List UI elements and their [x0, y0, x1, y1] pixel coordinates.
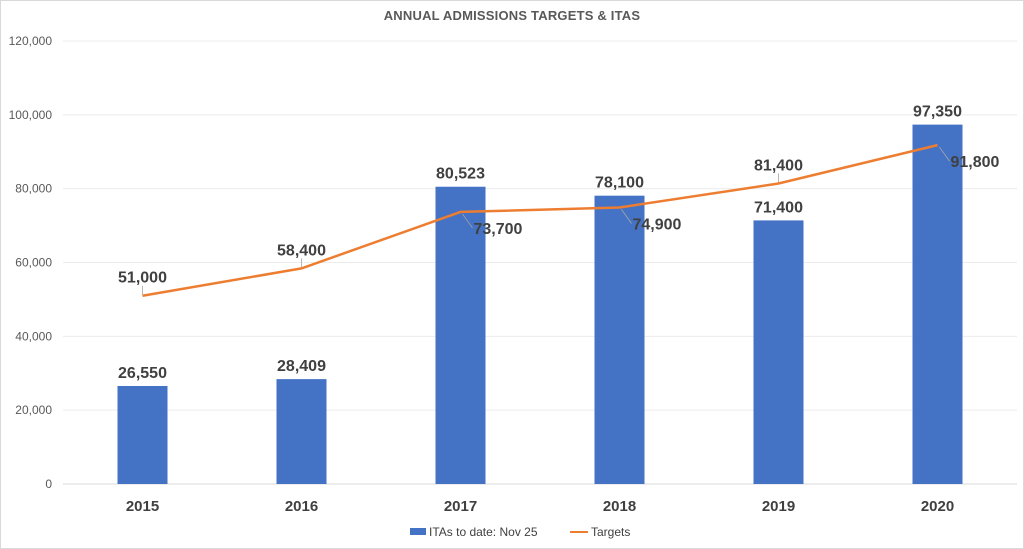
bar-data-label: 26,550 [118, 365, 167, 382]
y-axis: 0 20,000 40,000 60,000 80,000 100,000 120,000 [9, 34, 53, 491]
leader-line [939, 146, 950, 162]
y-tick-label: 0 [45, 477, 52, 491]
gridlines [63, 40, 1017, 485]
bar [753, 220, 804, 485]
x-tick-label: 2017 [444, 498, 477, 515]
line-data-label: 81,400 [754, 157, 803, 174]
bar-series [117, 124, 963, 485]
x-tick-label: 2019 [762, 498, 795, 515]
legend-label-targets: Targets [591, 525, 630, 539]
y-tick-label: 120,000 [9, 34, 53, 48]
legend-swatch-itas [410, 528, 426, 535]
x-tick-label: 2020 [921, 498, 954, 515]
x-tick-label: 2016 [285, 498, 318, 515]
x-tick-label: 2015 [126, 498, 159, 515]
line-data-label: 91,800 [951, 154, 1000, 171]
data-labels: 26,550 28,409 80,523 78,100 71,400 97,350 51,0… [118, 104, 1000, 382]
legend[interactable]: ITAs to date: Nov 25 Targets [410, 525, 630, 539]
x-axis: 2015 2016 2017 2018 2019 2020 [126, 498, 954, 515]
line-data-label: 73,700 [474, 221, 523, 238]
legend-label-itas: ITAs to date: Nov 25 [429, 525, 538, 539]
bar [594, 195, 645, 484]
bar-data-label: 97,350 [913, 104, 962, 121]
bar [117, 385, 168, 484]
bar [276, 379, 327, 484]
x-tick-label: 2018 [603, 498, 636, 515]
leader-line [462, 213, 473, 229]
y-tick-label: 20,000 [15, 403, 52, 417]
line-data-label: 51,000 [118, 270, 167, 287]
leader-line [621, 209, 632, 224]
line-series [142, 143, 938, 297]
bar-data-label: 78,100 [595, 175, 644, 192]
bar-data-label: 71,400 [754, 199, 803, 216]
y-tick-label: 80,000 [15, 182, 52, 196]
target-line [142, 143, 938, 297]
bar [435, 186, 486, 484]
line-data-label: 74,900 [633, 216, 682, 233]
y-tick-label: 40,000 [15, 329, 52, 343]
y-tick-label: 60,000 [15, 256, 52, 270]
bar [912, 124, 963, 485]
leader-lines [142, 146, 950, 295]
line-data-label: 58,400 [277, 242, 326, 259]
y-tick-label: 100,000 [9, 108, 53, 122]
bar-data-label: 80,523 [436, 166, 485, 183]
bar-data-label: 28,409 [277, 358, 326, 375]
chart-title: ANNUAL ADMISSIONS TARGETS & ITAS [384, 8, 641, 23]
